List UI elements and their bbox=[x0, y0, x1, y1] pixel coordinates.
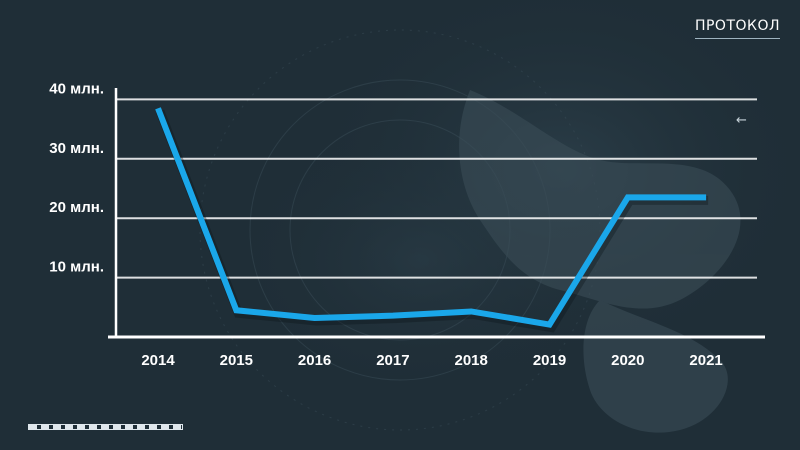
x-tick-label: 2016 bbox=[298, 352, 331, 369]
x-tick-label: 2019 bbox=[533, 352, 566, 369]
scale-bar bbox=[28, 424, 183, 430]
x-tick-label: 2017 bbox=[376, 352, 409, 369]
x-tick-label: 2015 bbox=[220, 352, 253, 369]
series-line-shadow bbox=[155, 109, 709, 333]
x-tick-label: 2021 bbox=[689, 352, 722, 369]
scale-bar-segment bbox=[29, 425, 37, 429]
y-tick-label: 10 млн. bbox=[49, 259, 104, 276]
y-tick-label: 30 млн. bbox=[49, 140, 104, 157]
brand-logo: ПРОТОКОЛ bbox=[694, 18, 780, 39]
x-tick-label: 2020 bbox=[611, 352, 644, 369]
y-tick-label: 40 млн. bbox=[49, 80, 104, 97]
series bbox=[155, 107, 709, 333]
x-tick-label: 2018 bbox=[455, 352, 488, 369]
series-line bbox=[155, 107, 707, 328]
y-tick-label: 20 млн. bbox=[49, 199, 104, 216]
y-tick-labels: 10 млн. 20 млн. 30 млн. 40 млн. bbox=[49, 80, 104, 275]
axes bbox=[108, 88, 765, 339]
x-tick-labels: 2014 2015 2016 2017 2018 2019 2020 2021 bbox=[141, 352, 722, 369]
back-arrow-icon: ← bbox=[736, 113, 747, 128]
x-tick-label: 2014 bbox=[141, 352, 175, 369]
